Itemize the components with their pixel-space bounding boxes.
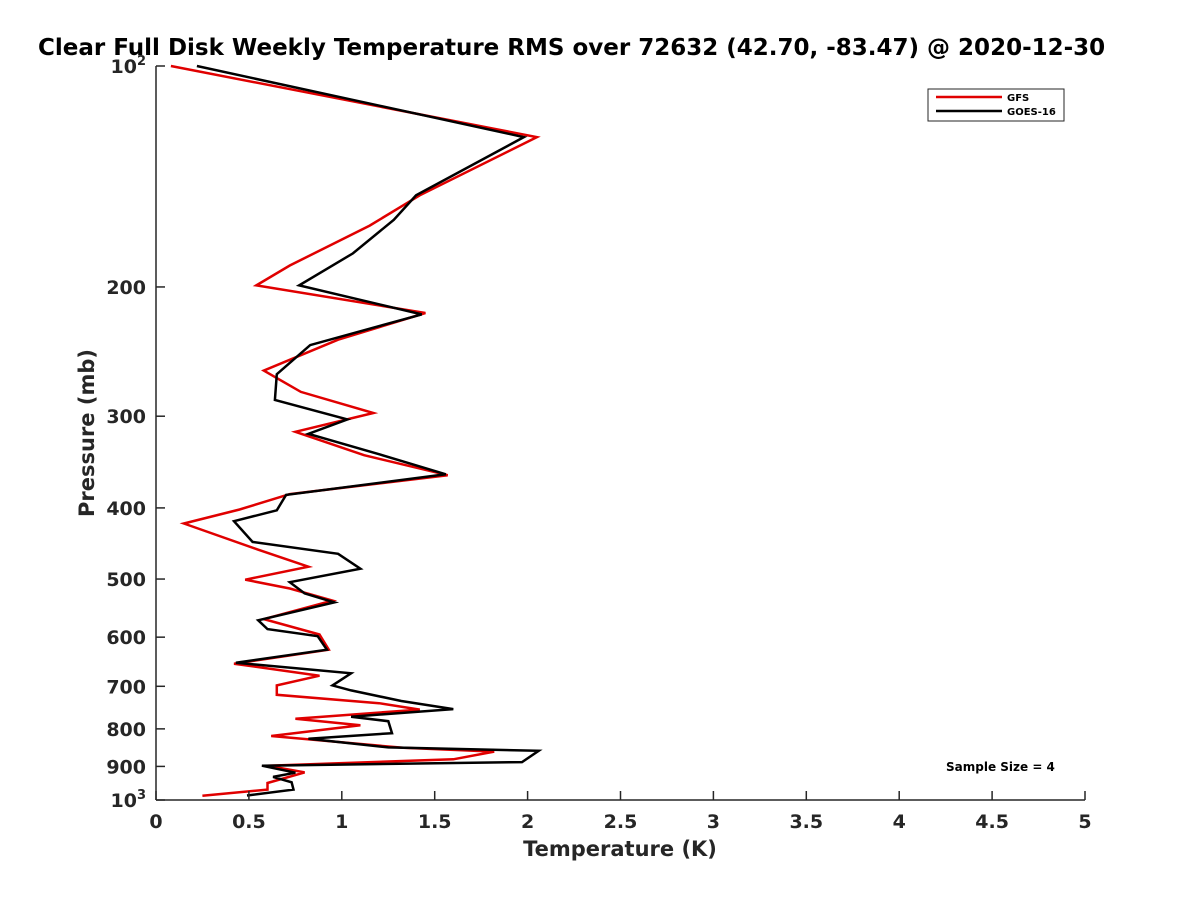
x-tick-label: 0	[149, 811, 162, 833]
x-tick-label: 2	[521, 811, 534, 833]
plot-lines	[170, 64, 543, 798]
legend-box	[927, 88, 1065, 122]
series-line-gfs	[170, 64, 541, 798]
y-tick-label: 102	[111, 54, 147, 78]
y-axis-ticks: 102 200 300 400 500 600 700 800 900 103	[106, 54, 165, 812]
x-tick-label: 3.5	[789, 811, 823, 833]
y-tick-label: 600	[106, 627, 146, 649]
x-axis-ticks: 0 0.5 1 1.5 2 2.5 3 3.5 4 4.5 5	[149, 791, 1092, 833]
y-tick-label: 300	[106, 406, 146, 428]
y-axis-label: Pressure (mb)	[75, 349, 99, 517]
y-tick-label: 500	[106, 569, 146, 591]
x-tick-label: 1.5	[418, 811, 452, 833]
x-tick-label: 5	[1078, 811, 1091, 833]
x-axis-label: Temperature (K)	[523, 837, 717, 861]
y-tick-label: 400	[106, 498, 146, 520]
x-tick-label: 1	[335, 811, 348, 833]
y-tick-label: 800	[106, 719, 146, 741]
x-tick-label: 3	[707, 811, 720, 833]
legend: GFS GOES-16	[927, 88, 1065, 122]
y-tick-label: 103	[111, 788, 147, 812]
y-tick-label: 200	[106, 277, 146, 299]
x-tick-label: 4	[893, 811, 906, 833]
x-tick-label: 2.5	[604, 811, 638, 833]
y-tick-label: 700	[106, 676, 146, 698]
chart-title: Clear Full Disk Weekly Temperature RMS o…	[38, 35, 1105, 61]
legend-label-goes16: GOES-16	[1007, 107, 1056, 118]
x-tick-label: 4.5	[975, 811, 1009, 833]
y-tick-label: 900	[106, 756, 146, 778]
legend-label-gfs: GFS	[1007, 93, 1029, 104]
series-line-goes16	[196, 64, 543, 797]
sample-size-annotation: Sample Size = 4	[946, 760, 1055, 774]
x-tick-label: 0.5	[232, 811, 266, 833]
